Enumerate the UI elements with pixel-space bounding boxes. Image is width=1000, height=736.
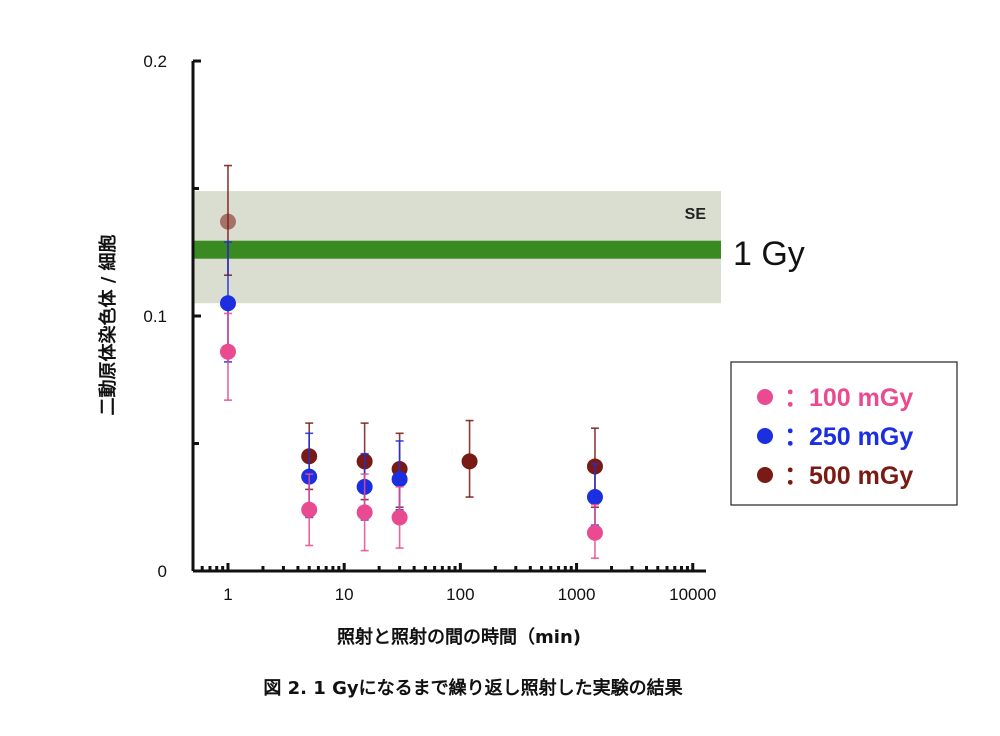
data-point-100mgy — [301, 501, 318, 518]
se-band-layer — [193, 191, 721, 304]
x-tick-label: 1 — [223, 585, 232, 604]
legend-marker-500mgy — [757, 467, 773, 483]
legend-marker-250mgy — [757, 428, 773, 444]
axes-layer: 0 0.1 0.2 1 10 100 1000 10000 — [143, 52, 716, 604]
data-point-100mgy — [391, 509, 408, 526]
legend-marker-100mgy — [757, 389, 773, 405]
data-point-100mgy — [356, 504, 373, 521]
data-point-100mgy — [219, 343, 236, 360]
legend-label-250mgy: ：250 mGy — [784, 423, 913, 451]
x-tick-label: 10000 — [669, 585, 716, 604]
x-tick-label: 1000 — [558, 585, 596, 604]
data-points-layer — [219, 164, 603, 560]
legend-label-500mgy: ：500 mGy — [784, 462, 913, 490]
y-axis-label: 二動原体染色体 / 細胞 — [97, 234, 119, 415]
reference-label: 1 Gy — [733, 235, 805, 273]
y-tick-label: 0 — [158, 562, 167, 581]
data-point-250mgy — [391, 471, 408, 488]
data-point-100mgy — [586, 524, 603, 541]
data-point-500mgy — [461, 453, 478, 470]
y-tick-label: 0.1 — [143, 307, 167, 326]
x-tick-label: 100 — [446, 585, 474, 604]
legend: ：100 mGy ：250 mGy ：500 mGy — [730, 361, 958, 506]
data-point-500mgy — [219, 213, 236, 230]
se-label: SE — [685, 206, 707, 223]
y-tick-label: 0.2 — [143, 52, 167, 71]
figure-caption: 図 2. 1 Gyになるまで繰り返し照射した実験の結果 — [263, 677, 683, 699]
legend-label-100mgy: ：100 mGy — [784, 384, 913, 412]
reference-line-1gy — [193, 240, 721, 259]
data-point-250mgy — [219, 295, 236, 312]
x-axis-label: 照射と照射の間の時間（min) — [337, 626, 581, 648]
x-tick-label: 10 — [335, 585, 354, 604]
data-point-250mgy — [586, 489, 603, 506]
